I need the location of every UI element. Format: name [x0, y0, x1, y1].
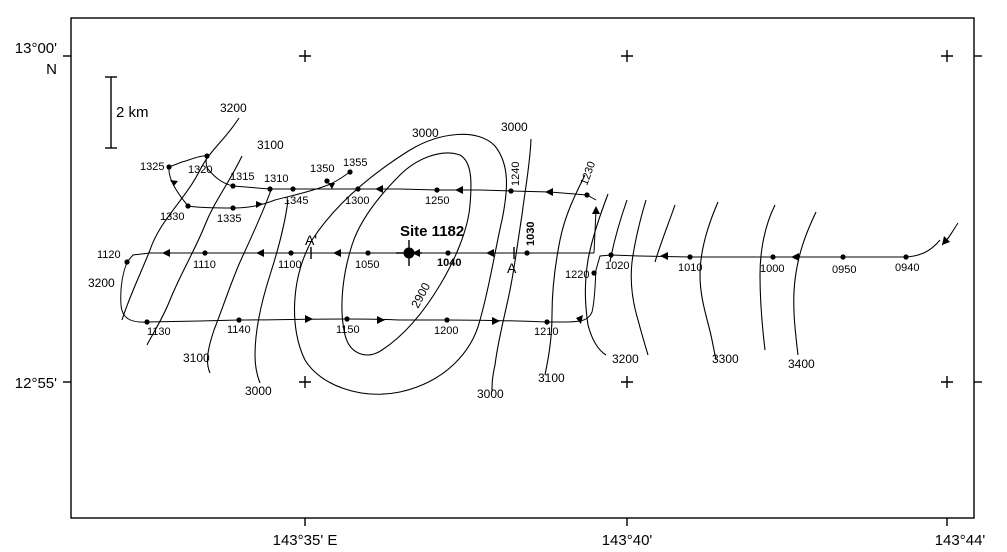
time-label: 0940 [895, 262, 919, 274]
time-label: 1100 [278, 259, 302, 271]
lat-hemisphere-label: N [46, 61, 57, 78]
contour-label: 3000 [477, 387, 504, 401]
time-label: 1320 [188, 164, 212, 176]
contour-label: 3000 [501, 120, 528, 134]
time-label: 1315 [230, 171, 254, 183]
time-label: 1210 [534, 326, 558, 338]
time-label: 1010 [678, 262, 702, 274]
time-label: 1120 [97, 249, 121, 261]
time-label: 1240 [510, 162, 522, 186]
section-end-label: A' [305, 232, 317, 248]
contour-label: 3200 [220, 101, 247, 115]
time-label: 1230 [579, 160, 599, 187]
scale-bar [105, 76, 117, 149]
time-label: 1040 [437, 257, 461, 269]
frame-ticks [63, 55, 982, 526]
grid-crosses [299, 50, 953, 388]
site-marker [396, 240, 422, 266]
time-label: 1300 [345, 195, 369, 207]
contour-label: 3000 [412, 126, 439, 140]
lon-label-3: 143°44' [935, 532, 986, 549]
time-label: 1050 [355, 259, 379, 271]
lat-label-bottom: 12°55' [15, 375, 57, 392]
site-label: Site 1182 [400, 223, 464, 240]
contour-label: 3100 [538, 371, 565, 385]
contour-label: 3400 [788, 357, 815, 371]
time-label: 1335 [217, 213, 241, 225]
contour-label: 2900 [408, 280, 433, 310]
time-label: 1200 [434, 325, 458, 337]
contour-label: 3100 [257, 138, 284, 152]
contour-label: 3200 [612, 352, 639, 366]
scale-bar-label: 2 km [116, 104, 149, 121]
time-label: 1000 [760, 263, 784, 275]
time-label: 1020 [605, 260, 629, 272]
contour-labels: 3200 3100 3000 3000 2900 3200 3100 3000 … [88, 101, 815, 401]
contour-label: 3100 [183, 351, 210, 365]
time-label: 1330 [160, 211, 184, 223]
lat-label-top: 13°00' [15, 40, 57, 57]
track-arrows [162, 180, 950, 325]
time-label: 1030 [525, 222, 537, 246]
contour-label: 3000 [245, 384, 272, 398]
time-label: 1110 [193, 259, 216, 271]
time-label: 1325 [140, 161, 164, 173]
time-label: 1310 [264, 173, 288, 185]
time-label: 1345 [284, 195, 308, 207]
contour-label: 3300 [712, 352, 739, 366]
map-frame [70, 17, 975, 519]
time-label: 1355 [343, 157, 367, 169]
contour-label: 3200 [88, 276, 115, 290]
section-ticks [310, 247, 515, 259]
track-time-points [124, 153, 909, 325]
time-labels: 1355 1350 1325 1320 1315 1310 1345 1300 … [97, 157, 919, 338]
section-start-label: A [507, 260, 517, 276]
time-label: 1150 [336, 324, 360, 336]
time-label: 1350 [310, 163, 334, 175]
time-label: 0950 [832, 264, 856, 276]
lon-label-2: 143°40' [602, 532, 653, 549]
lon-label-1: 143°35' E [273, 532, 338, 549]
time-label: 1220 [565, 269, 589, 281]
ship-track [120, 155, 959, 323]
time-label: 1130 [147, 326, 171, 338]
time-label: 1140 [227, 324, 251, 336]
time-label: 1250 [425, 195, 449, 207]
